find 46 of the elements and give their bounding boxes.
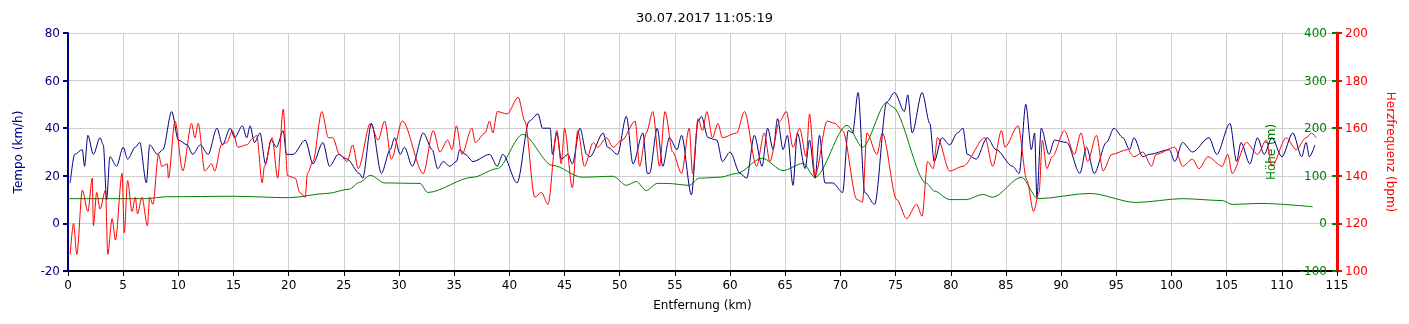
x-tick-label: 80 xyxy=(943,278,959,292)
y2-axis-title: Höhe (m) xyxy=(1264,123,1278,181)
y3-tick-label: 140 xyxy=(1345,168,1368,183)
x-tick-label: 105 xyxy=(1215,278,1239,292)
y2-tick-label: 0 xyxy=(1319,216,1327,231)
y2-tick-label: 100 xyxy=(1304,168,1327,183)
x-tick-label: 110 xyxy=(1270,278,1294,292)
x-tick-label: 35 xyxy=(446,278,462,292)
x-tick-label: 5 xyxy=(119,278,127,292)
x-tick-label: 60 xyxy=(722,278,738,292)
y2-tick-label: 200 xyxy=(1304,121,1327,136)
x-tick-label: 65 xyxy=(777,278,793,292)
x-tick-label: 75 xyxy=(887,278,904,292)
chart-title: 30.07.2017 11:05:19 xyxy=(636,10,773,25)
y-tick-label: -20 xyxy=(40,264,60,278)
y-tick-label: 80 xyxy=(44,26,60,40)
y3-tick-label: 200 xyxy=(1345,26,1368,40)
x-tick-label: 90 xyxy=(1053,278,1069,292)
y-tick-label: 60 xyxy=(44,73,60,88)
x-tick-label: 100 xyxy=(1160,278,1183,292)
y3-axis-title: Herzfrequenz (bpm) xyxy=(1384,91,1398,213)
y-tick-label: 0 xyxy=(52,216,60,231)
y3-tick-label: 120 xyxy=(1345,216,1368,231)
x-tick-label: 40 xyxy=(501,278,518,292)
x-tick-label: 70 xyxy=(832,278,849,292)
y-tick-label: 40 xyxy=(44,121,60,136)
x-axis-title: Entfernung (km) xyxy=(653,298,752,312)
x-tick-label: 30 xyxy=(391,278,407,292)
x-tick-label: 10 xyxy=(170,278,186,292)
x-tick-label: 55 xyxy=(667,278,683,292)
x-tick-label: 115 xyxy=(1325,278,1349,292)
y3-tick-label: 100 xyxy=(1345,264,1368,278)
x-tick-label: 15 xyxy=(225,278,242,292)
x-tick-label: 95 xyxy=(1108,278,1124,292)
y3-tick-label: 160 xyxy=(1345,121,1368,136)
x-tick-label: 20 xyxy=(281,278,297,292)
x-tick-label: 25 xyxy=(336,278,352,292)
x-tick-label: 0 xyxy=(64,278,72,292)
y3-tick-label: 180 xyxy=(1345,73,1368,88)
x-tick-label: 50 xyxy=(612,278,628,292)
y2-tick-label: 300 xyxy=(1304,73,1327,88)
y-tick-label: 20 xyxy=(44,168,60,183)
y2-tick-label: 400 xyxy=(1304,26,1327,40)
y-axis-title: Tempo (km/h) xyxy=(11,110,25,195)
x-tick-label: 85 xyxy=(998,278,1014,292)
x-tick-label: 45 xyxy=(556,278,573,292)
